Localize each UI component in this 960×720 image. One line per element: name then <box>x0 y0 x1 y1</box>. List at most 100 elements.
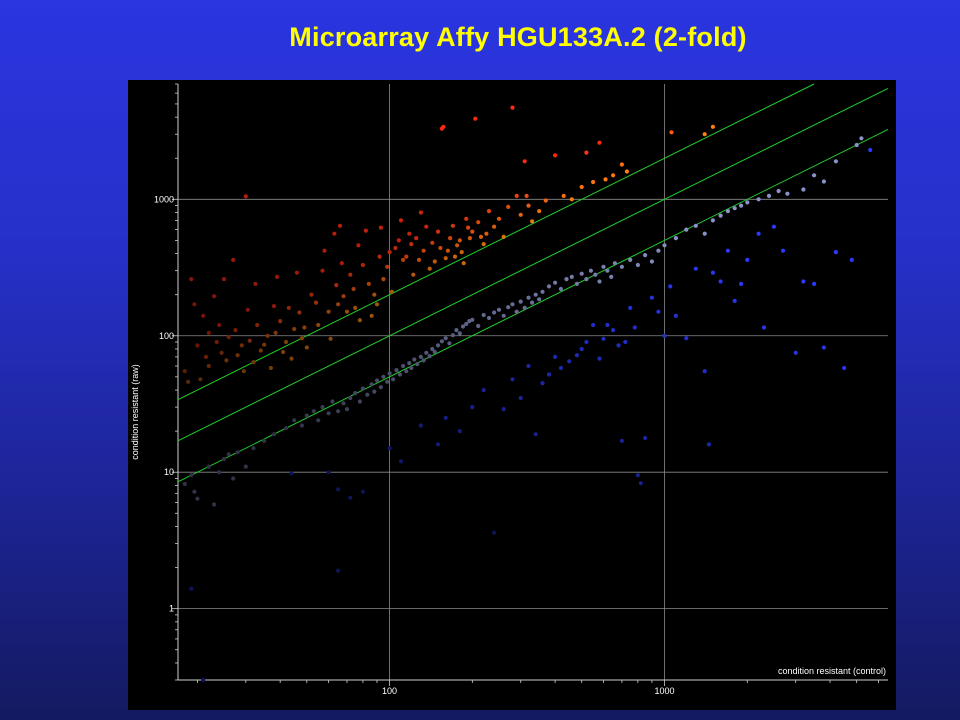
data-point-up <box>219 350 224 355</box>
data-point-up <box>182 369 187 374</box>
data-point-no-change <box>506 305 511 310</box>
data-point-up <box>407 231 412 236</box>
data-point-no-change <box>394 368 399 373</box>
data-point-no-change <box>311 409 316 414</box>
data-point-down <box>684 336 689 341</box>
data-point-no-change <box>336 409 341 414</box>
data-point-no-change <box>299 423 304 428</box>
data-point-down <box>553 354 558 359</box>
data-point-down <box>611 328 616 333</box>
data-point-down <box>668 284 673 289</box>
data-point-down <box>745 257 750 262</box>
data-point-down <box>732 298 737 303</box>
data-point-up <box>518 212 523 217</box>
data-point-no-change <box>476 323 481 329</box>
data-point-up <box>385 264 390 269</box>
data-point-down <box>842 365 847 371</box>
scatter-plot-svg: 100 1000 1 10 100 1000 condition resistant (c… <box>130 83 889 696</box>
data-points <box>182 105 873 683</box>
data-point-down <box>718 279 723 284</box>
data-point-no-change <box>739 203 744 208</box>
data-point-up <box>597 140 602 145</box>
data-point-no-change <box>574 281 579 286</box>
fold-change-line <box>177 87 889 442</box>
data-point-up <box>262 342 267 347</box>
data-point-up <box>543 198 548 203</box>
data-point-down <box>481 388 486 393</box>
data-point-up <box>278 319 283 324</box>
data-point-up <box>253 281 258 286</box>
data-point-up <box>360 262 365 268</box>
data-point-up <box>427 266 432 271</box>
data-point-no-change <box>597 279 602 284</box>
data-point-up <box>320 268 325 273</box>
y-tick-label: 1 <box>169 604 174 614</box>
data-point-up <box>377 254 382 259</box>
data-point-up <box>421 248 426 253</box>
data-point-no-change <box>243 464 248 469</box>
data-point-up <box>524 193 529 198</box>
data-point-no-change <box>283 426 289 431</box>
data-point-no-change <box>684 227 689 232</box>
data-point-up <box>313 300 319 305</box>
data-point-down <box>801 279 806 284</box>
data-point-up <box>356 243 361 248</box>
data-point-up <box>506 204 511 209</box>
data-point-down <box>623 339 628 345</box>
data-point-up <box>366 281 371 286</box>
data-point-up <box>289 356 294 361</box>
data-point-no-change <box>374 378 380 383</box>
data-point-no-change <box>320 405 325 410</box>
data-point-no-change <box>588 268 593 273</box>
data-point-no-change <box>718 213 723 218</box>
fold-change-lines <box>177 83 889 483</box>
data-point-up <box>294 270 299 275</box>
data-point-up <box>561 193 566 198</box>
data-point-no-change <box>745 200 750 205</box>
data-point-no-change <box>601 264 606 269</box>
data-point-no-change <box>564 277 569 282</box>
data-point-down <box>510 377 515 382</box>
data-point-no-change <box>526 295 531 300</box>
data-point-down <box>821 345 827 350</box>
grid-lines <box>178 84 888 680</box>
data-point-up <box>457 238 462 243</box>
data-point-down <box>635 473 640 478</box>
data-point-up <box>221 277 227 282</box>
data-point-up <box>243 194 248 199</box>
data-point-up <box>332 231 337 236</box>
data-point-no-change <box>381 374 386 379</box>
data-point-no-change <box>593 272 598 277</box>
data-point-no-change <box>710 218 716 223</box>
data-point-no-change <box>481 312 486 318</box>
data-point-up <box>526 203 531 208</box>
data-point-down <box>360 489 365 494</box>
data-point-no-change <box>821 179 827 184</box>
data-point-up <box>537 209 542 214</box>
data-point-down <box>492 530 497 535</box>
data-point-up <box>353 305 358 310</box>
data-point-up <box>273 330 278 335</box>
data-point-down <box>584 339 589 345</box>
data-point-up <box>304 345 309 350</box>
data-point-up <box>369 313 374 318</box>
data-point-up <box>416 257 422 262</box>
data-point-no-change <box>673 236 679 241</box>
data-point-up <box>235 353 240 358</box>
data-point-no-change <box>226 452 231 457</box>
data-point-up <box>435 229 441 234</box>
data-point-no-change <box>649 259 655 264</box>
data-point-up <box>275 274 280 279</box>
data-point-no-change <box>464 321 469 327</box>
data-point-up <box>322 248 327 253</box>
data-point-no-change <box>192 489 197 494</box>
data-point-down <box>632 325 637 330</box>
data-point-up <box>351 286 356 292</box>
data-point-down <box>533 432 538 437</box>
data-point-up <box>283 339 289 345</box>
data-point-down <box>793 350 798 355</box>
data-point-up <box>443 256 448 261</box>
data-point-up <box>611 173 616 178</box>
data-point-up <box>201 313 206 318</box>
data-point-no-change <box>360 386 365 391</box>
